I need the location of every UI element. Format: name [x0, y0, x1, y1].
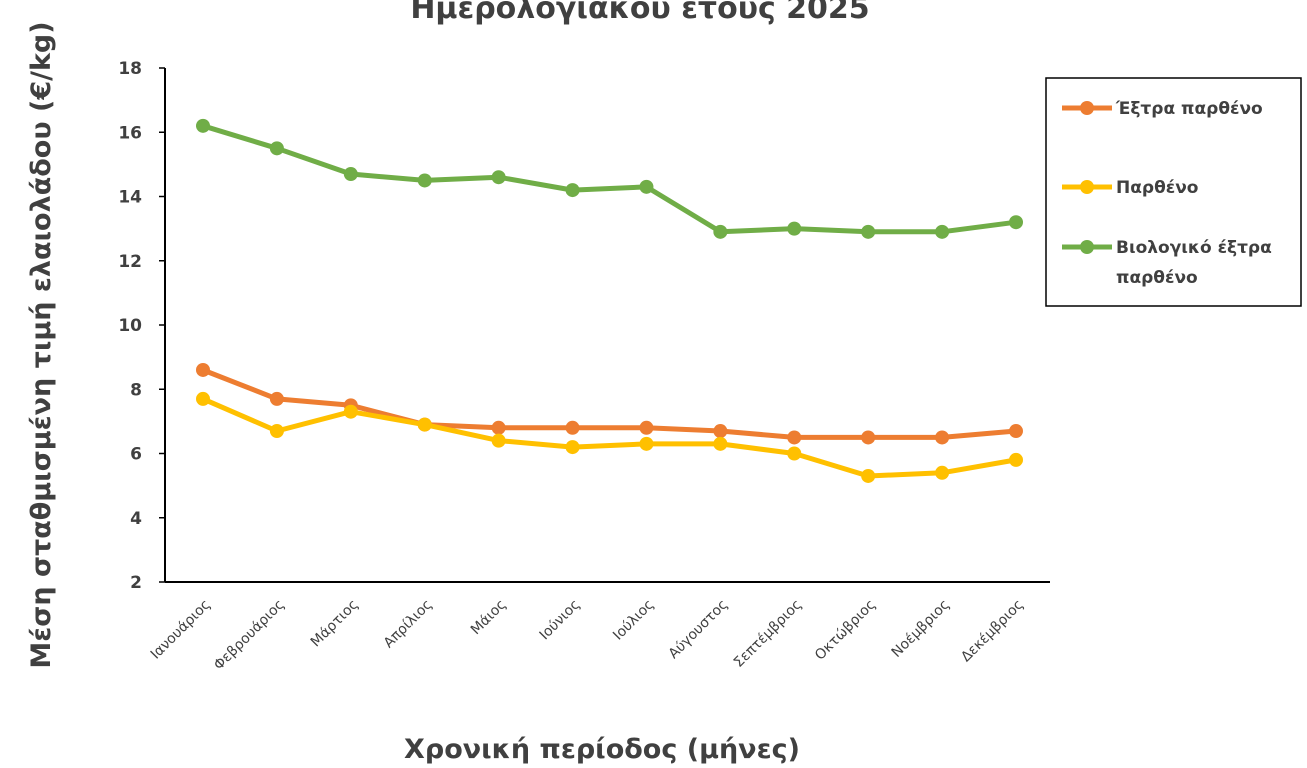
- x-tick-label: Ιούνιος: [537, 597, 584, 644]
- data-point: [1009, 452, 1023, 467]
- data-point: [1009, 424, 1023, 439]
- legend-marker: [1080, 101, 1094, 115]
- y-axis-title: Μέση σταθμισμένη τιμή ελαιολάδου (€/kg): [26, 21, 57, 668]
- data-point: [417, 173, 432, 188]
- data-point: [713, 436, 728, 451]
- legend-item: Παρθένο: [1062, 178, 1198, 198]
- data-point: [565, 183, 580, 198]
- y-tick-label: 8: [130, 380, 142, 400]
- data-point: [935, 465, 950, 480]
- y-tick-label: 14: [118, 188, 142, 208]
- data-point: [935, 224, 950, 239]
- legend-box: [1045, 77, 1302, 307]
- x-tick-label: Απρίλιος: [381, 597, 436, 652]
- y-tick-label: 6: [130, 445, 142, 465]
- series-2: [196, 391, 1023, 483]
- data-point: [417, 417, 432, 432]
- series-line: [200, 396, 1019, 479]
- legend: Έξτρα παρθένο Παρθένο Βιολογικό έξτρα παρθέ…: [1045, 77, 1302, 307]
- data-point: [639, 436, 654, 451]
- data-point: [713, 424, 728, 439]
- y-tick-labels: 2 4 6 8 10 12 14 16 18: [118, 59, 165, 593]
- y-tick-label: 2: [130, 573, 142, 593]
- legend-item: Έξτρα παρθένο: [1062, 99, 1263, 119]
- series-line: [200, 123, 1019, 235]
- data-point: [787, 446, 802, 461]
- legend-label: Παρθένο: [1116, 178, 1198, 198]
- x-tick-label: Φεβρουάριος: [211, 597, 288, 674]
- x-tick-label: Ιούλιος: [610, 597, 657, 644]
- series-line: [200, 367, 1019, 440]
- legend-marker: [1080, 240, 1094, 254]
- y-tick-label: 16: [118, 123, 142, 143]
- data-point: [639, 420, 654, 435]
- data-point: [196, 391, 210, 406]
- data-point: [196, 118, 210, 133]
- x-tick-label: Ιανουάριος: [148, 597, 214, 663]
- data-point: [491, 170, 506, 185]
- y-tick-label: 4: [130, 509, 142, 529]
- data-point: [491, 420, 506, 435]
- legend-label: Βιολογικό έξτρα παρθένο: [1116, 238, 1272, 288]
- x-tick-label: Σεπτέμβριος: [731, 597, 805, 671]
- data-point: [787, 221, 802, 236]
- data-point: [861, 224, 876, 239]
- data-point: [269, 141, 284, 156]
- data-point: [343, 404, 358, 419]
- data-point: [343, 167, 358, 182]
- data-point: [861, 468, 876, 483]
- y-tick-label: 18: [118, 59, 142, 79]
- y-tick-label: 10: [118, 316, 142, 336]
- x-tick-label: Δεκέμβριος: [958, 597, 1027, 666]
- x-tick-label: Μάιος: [468, 597, 510, 639]
- x-tick-label: Νοέμβριος: [889, 597, 953, 661]
- x-tick-label: Αύγουστος: [666, 597, 732, 663]
- data-point: [713, 224, 728, 239]
- chart-title: Ημερολογιακού έτους 2025: [410, 0, 869, 26]
- data-point: [269, 391, 284, 406]
- data-point: [639, 179, 654, 194]
- data-point: [565, 440, 580, 455]
- data-point: [787, 430, 802, 445]
- data-point: [196, 362, 210, 377]
- data-point: [935, 430, 950, 445]
- x-axis-title: Χρονική περίοδος (μήνες): [404, 734, 800, 765]
- x-tick-label: Οκτώβριος: [812, 597, 879, 664]
- data-point: [491, 433, 506, 448]
- data-point: [861, 430, 876, 445]
- legend-marker: [1080, 180, 1094, 194]
- y-tick-label: 12: [118, 252, 142, 272]
- axes: [164, 68, 1050, 583]
- data-point: [565, 420, 580, 435]
- series-1: [196, 362, 1023, 445]
- data-point: [1009, 215, 1023, 230]
- series-layer: [196, 118, 1023, 483]
- data-point: [269, 424, 284, 439]
- x-tick-label: Μάρτιος: [308, 597, 362, 651]
- series-3: [196, 118, 1023, 239]
- legend-label: Έξτρα παρθένο: [1115, 99, 1263, 119]
- legend-item: Βιολογικό έξτρα παρθένο: [1062, 238, 1272, 288]
